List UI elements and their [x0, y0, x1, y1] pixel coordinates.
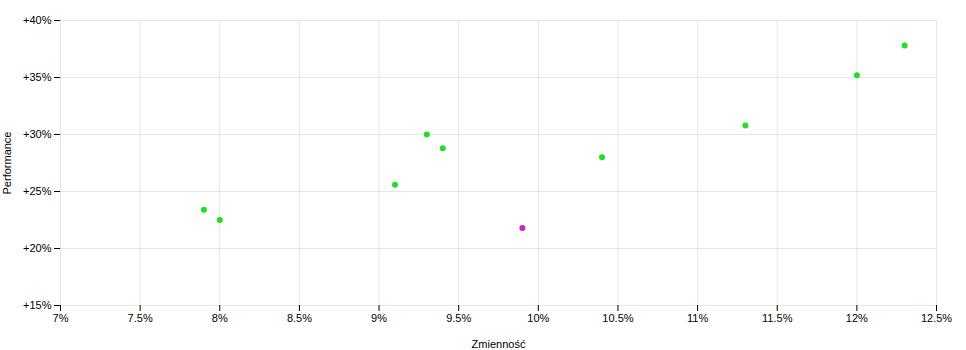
svg-text:+30%: +30%: [23, 128, 52, 140]
svg-text:10%: 10%: [527, 312, 549, 324]
svg-text:+35%: +35%: [23, 71, 52, 83]
svg-text:12%: 12%: [846, 312, 868, 324]
svg-text:12.5%: 12.5%: [921, 312, 952, 324]
svg-text:+40%: +40%: [23, 14, 52, 26]
svg-text:+15%: +15%: [23, 299, 52, 311]
svg-text:7.5%: 7.5%: [128, 312, 153, 324]
svg-text:+25%: +25%: [23, 185, 52, 197]
svg-text:8.5%: 8.5%: [287, 312, 312, 324]
svg-text:Performance: Performance: [1, 132, 13, 195]
svg-text:Zmienność: Zmienność: [472, 338, 526, 350]
svg-text:11%: 11%: [687, 312, 708, 324]
svg-text:8%: 8%: [212, 312, 228, 324]
svg-text:11.5%: 11.5%: [762, 312, 793, 324]
svg-text:9.5%: 9.5%: [446, 312, 471, 324]
svg-text:10.5%: 10.5%: [602, 312, 633, 324]
svg-text:7%: 7%: [53, 312, 69, 324]
svg-text:9%: 9%: [371, 312, 387, 324]
svg-text:+20%: +20%: [23, 242, 52, 254]
